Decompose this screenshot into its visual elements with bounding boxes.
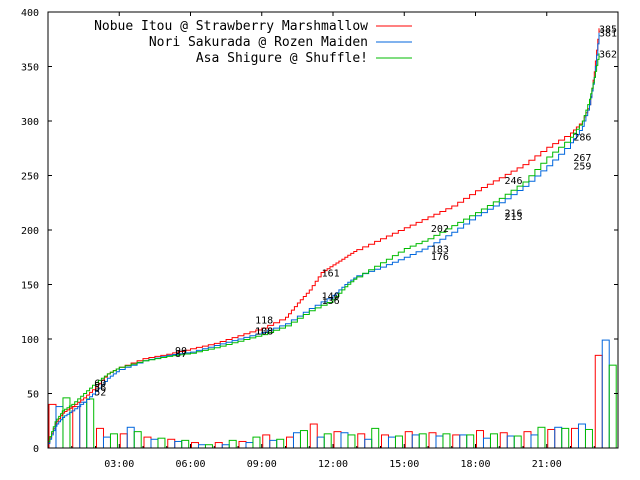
- legend: Nobue Itou @ Strawberry MarshmallowNori …: [94, 19, 412, 66]
- x-tick-label: 18:00: [460, 459, 490, 470]
- series-line-2: [48, 53, 600, 442]
- data-label-1: 259: [573, 162, 591, 173]
- data-label-2: 108: [255, 326, 273, 337]
- data-label-1: 176: [431, 252, 449, 263]
- data-label-2: 362: [599, 49, 617, 60]
- y-tick-label: 200: [21, 226, 39, 237]
- x-tick-label: 09:00: [247, 459, 277, 470]
- data-label-1: 108: [255, 326, 273, 337]
- data-label-2: 183: [431, 245, 449, 256]
- cumulative-lines: [48, 28, 600, 445]
- legend-label: Asa Shigure @ Shuffle!: [196, 51, 368, 66]
- x-tick-label: 21:00: [532, 459, 562, 470]
- series-line-1: [48, 32, 600, 445]
- data-label-1: 52: [94, 387, 106, 398]
- data-label-1: 381: [599, 29, 617, 40]
- y-tick-label: 50: [27, 390, 39, 401]
- y-tick-label: 150: [21, 281, 39, 292]
- y-tick-label: 300: [21, 117, 39, 128]
- y-tick-label: 400: [21, 8, 39, 19]
- data-label-1: 140: [322, 291, 340, 302]
- y-tick-label: 350: [21, 63, 39, 74]
- data-label-1: 87: [175, 349, 187, 360]
- data-label-0: 286: [573, 132, 591, 143]
- x-tick-label: 06:00: [175, 459, 205, 470]
- x-tick-label: 12:00: [318, 459, 348, 470]
- data-label-0: 60: [94, 379, 106, 390]
- y-tick-label: 250: [21, 172, 39, 183]
- y-tick-label: 100: [21, 335, 39, 346]
- legend-label: Nobue Itou @ Strawberry Marshmallow: [94, 19, 368, 34]
- data-label-1: 213: [504, 212, 522, 223]
- legend-label: Nori Sakurada @ Rozen Maiden: [149, 35, 368, 50]
- data-labels: 60 90 118 161 202 246 286 385 52 87 108 140 176 213 25…: [94, 24, 617, 398]
- x-tick-label: 15:00: [389, 459, 419, 470]
- data-label-2: 267: [573, 153, 591, 164]
- data-label-2: 56: [94, 383, 106, 394]
- axes: 0 50 100 150 200 250 300 350 400 03:00 06:00 09:00 1…: [21, 8, 618, 470]
- data-label-2: 216: [504, 209, 522, 220]
- x-tick-label: 03:00: [104, 459, 134, 470]
- data-label-2: 136: [322, 296, 340, 307]
- data-label-0: 90: [175, 346, 187, 357]
- data-label-0: 246: [504, 176, 522, 187]
- data-label-0: 202: [431, 224, 449, 235]
- data-label-0: 385: [599, 24, 617, 35]
- data-label-0: 118: [255, 315, 273, 326]
- data-label-0: 161: [322, 269, 340, 280]
- y-tick-label: 0: [33, 444, 39, 455]
